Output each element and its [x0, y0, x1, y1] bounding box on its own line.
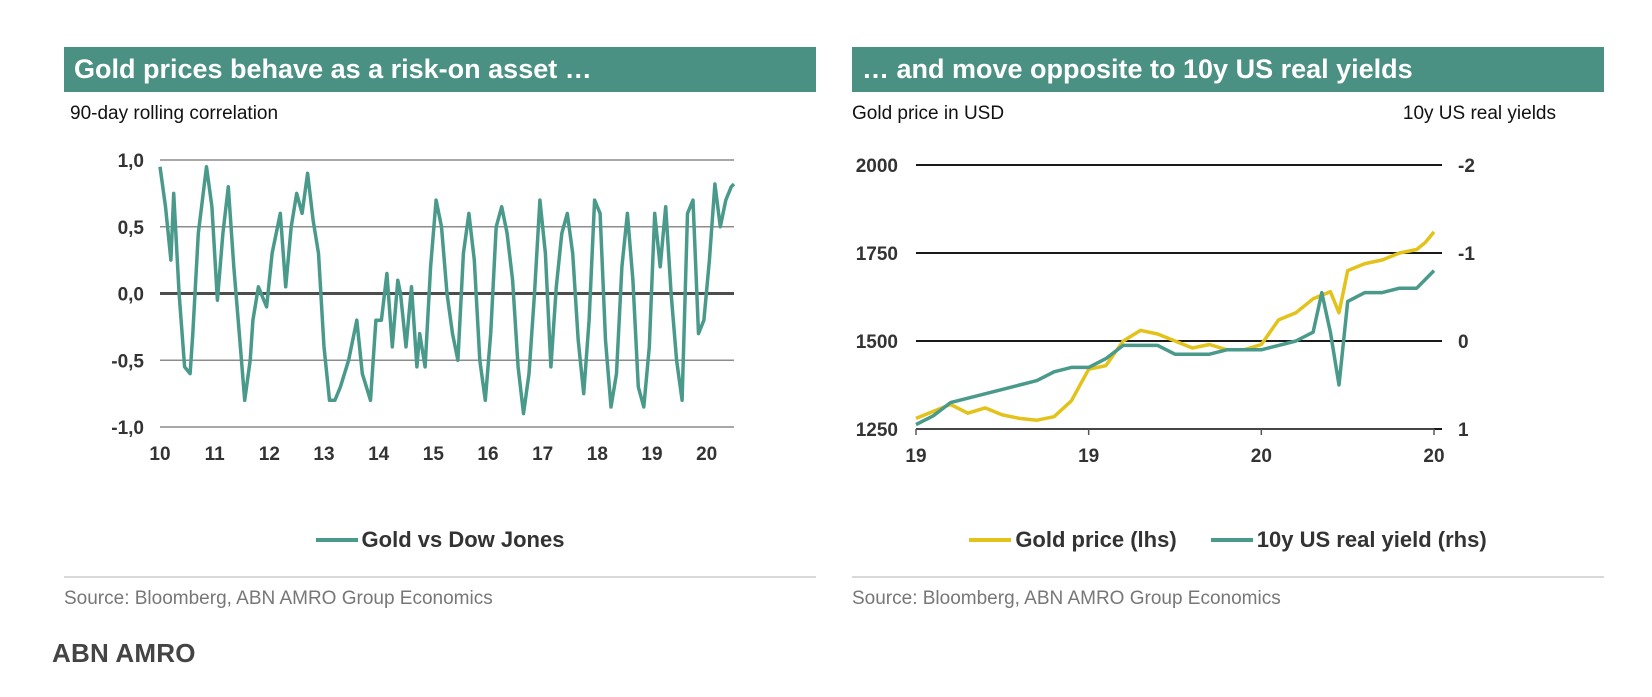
- y-left-tick-label: 1500: [856, 332, 898, 353]
- right-right-axis-caption: 10y US real yields: [1402, 103, 1556, 124]
- y-tick-label: -1,0: [111, 418, 144, 439]
- y-right-tick-label: 0: [1458, 332, 1469, 353]
- x-tick-label: 20: [696, 444, 717, 465]
- y-tick-label: 1,0: [118, 151, 144, 172]
- brand-logo-text: ABN AMRO: [52, 638, 196, 668]
- legend-swatch-real-yield: [1210, 538, 1253, 542]
- y-left-tick-label: 2000: [856, 156, 898, 177]
- x-tick-label: 16: [477, 444, 498, 465]
- x-tick-label: 11: [205, 444, 226, 465]
- y-tick-label: -0,5: [111, 351, 144, 372]
- legend-item-gold-price: Gold price (lhs): [969, 527, 1177, 553]
- x-tick-label: 20: [1423, 446, 1444, 467]
- x-tick-label: 19: [1078, 446, 1099, 467]
- left-chart-panel: Gold prices behave as a risk-on asset … …: [64, 0, 816, 640]
- legend-item-real-yield: 10y US real yield (rhs): [1210, 527, 1487, 553]
- right-left-axis-caption: Gold price in USD: [852, 103, 1005, 124]
- y-left-tick-label: 1250: [856, 420, 898, 441]
- legend-swatch-gold-price: [969, 538, 1012, 542]
- left-legend: Gold vs Dow Jones: [64, 522, 816, 553]
- y-right-tick-label: 1: [1458, 420, 1469, 441]
- legend-label-real-yield: 10y US real yield (rhs): [1256, 527, 1487, 552]
- x-tick-label: 18: [587, 444, 608, 465]
- right-source-note: Source: Bloomberg, ABN AMRO Group Econom…: [852, 588, 1281, 609]
- legend-label-gold-vs-dow: Gold vs Dow Jones: [361, 527, 565, 552]
- x-tick-label: 20: [1251, 446, 1272, 467]
- right-chart-title: … and move opposite to 10y US real yield…: [852, 47, 1604, 92]
- left-source-note: Source: Bloomberg, ABN AMRO Group Econom…: [64, 588, 493, 609]
- y-tick-label: 0,0: [118, 285, 144, 306]
- legend-item-gold-vs-dow: Gold vs Dow Jones: [315, 527, 565, 553]
- x-tick-label: 13: [313, 444, 334, 465]
- x-tick-label: 14: [368, 444, 390, 465]
- left-source-divider: [64, 576, 816, 578]
- x-tick-label: 17: [532, 444, 553, 465]
- right-chart-panel: … and move opposite to 10y US real yield…: [852, 0, 1604, 640]
- y-right-tick-label: -2: [1458, 156, 1475, 177]
- left-y-axis-caption: 90-day rolling correlation: [70, 103, 279, 124]
- right-source-divider: [852, 576, 1604, 578]
- y-right-tick-label: -1: [1458, 244, 1475, 265]
- series-line-real-yield: [915, 269, 1436, 427]
- correlation-chart: 1,0 0,5 0,0 -0,5 -1,010 11 12 13 14 15 16 17 18 19 20: [111, 151, 736, 465]
- x-tick-label: 12: [259, 444, 280, 465]
- right-legend: Gold price (lhs) 10y US real yield (rhs): [852, 522, 1604, 553]
- gold-vs-real-yield-chart: 2000 1750 1500 1250 -2 -1 0 1 19 19 20 20: [856, 156, 1476, 467]
- legend-label-gold-price: Gold price (lhs): [1015, 527, 1177, 552]
- legend-swatch-gold-vs-dow: [315, 538, 358, 542]
- series-line-gold-vs-dow: [158, 164, 736, 416]
- series-line-gold-price: [915, 230, 1436, 422]
- x-tick-label: 19: [905, 446, 926, 467]
- x-tick-label: 19: [641, 444, 662, 465]
- y-tick-label: 0,5: [118, 218, 145, 239]
- x-tick-label: 15: [423, 444, 445, 465]
- y-left-tick-label: 1750: [856, 244, 898, 265]
- left-chart-title: Gold prices behave as a risk-on asset …: [64, 47, 816, 92]
- x-tick-label: 10: [149, 444, 170, 465]
